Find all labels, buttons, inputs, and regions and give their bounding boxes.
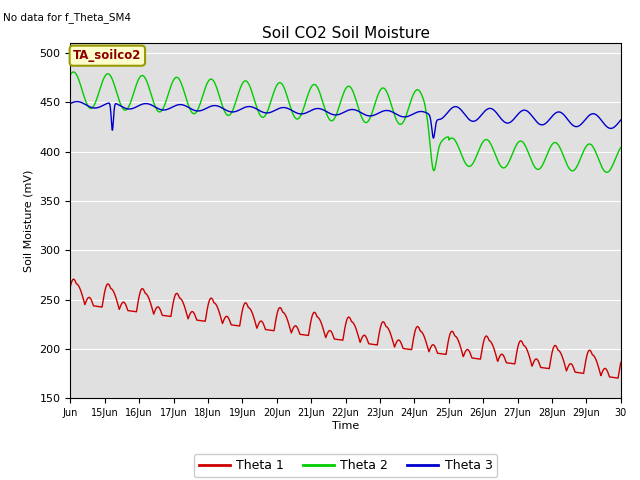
Text: TA_soilco2: TA_soilco2 (73, 49, 141, 62)
Legend: Theta 1, Theta 2, Theta 3: Theta 1, Theta 2, Theta 3 (194, 455, 497, 478)
X-axis label: Time: Time (332, 421, 359, 431)
Text: No data for f_Theta_SM4: No data for f_Theta_SM4 (3, 12, 131, 23)
Title: Soil CO2 Soil Moisture: Soil CO2 Soil Moisture (262, 25, 429, 41)
Y-axis label: Soil Moisture (mV): Soil Moisture (mV) (24, 169, 34, 272)
